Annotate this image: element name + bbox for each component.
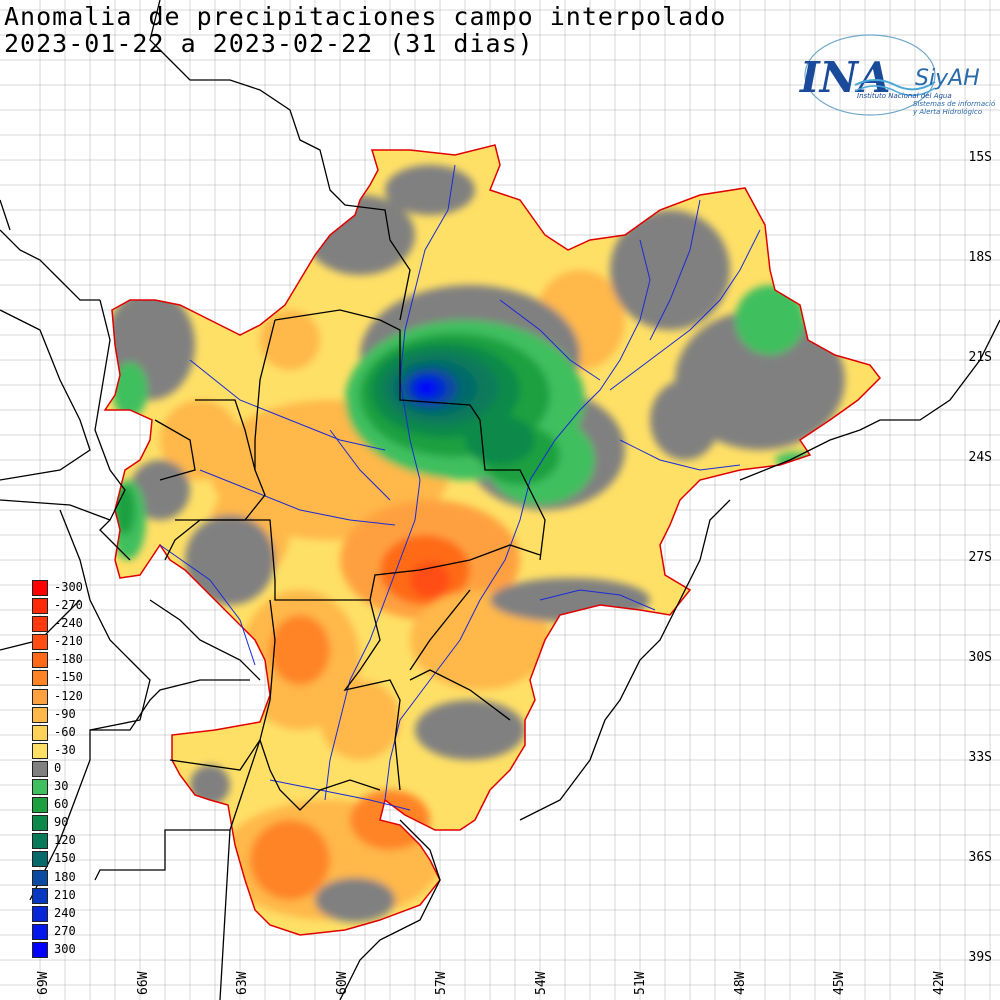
legend-swatch: [32, 670, 48, 687]
latitude-label: 21S: [968, 350, 992, 365]
longitude-label: 66W: [135, 971, 151, 995]
longitude-label: 48W: [732, 971, 748, 995]
river-network: [159, 164, 761, 811]
ina-logo-graphic: INA SiyAH Instituto Nacional del Agua Si…: [799, 34, 1000, 116]
legend-swatch: [32, 742, 48, 759]
latitude-label: 24S: [968, 450, 992, 465]
legend-swatch: [32, 815, 48, 832]
longitude-label: 63W: [235, 971, 250, 995]
legend-swatch: [32, 797, 48, 814]
legend-swatch: [32, 887, 48, 904]
legend-swatch: [32, 923, 48, 940]
latitude-label: 27S: [968, 550, 992, 565]
latitude-label: 39S: [968, 950, 992, 965]
longitude-label: 42W: [931, 971, 947, 995]
legend-label: -210: [54, 634, 83, 649]
map-title: Anomalia de precipitaciones campo interp…: [4, 2, 727, 31]
legend-label: -300: [54, 580, 83, 594]
latitude-label: 18S: [968, 250, 992, 265]
legend-label: 150: [54, 851, 76, 866]
latitude-label: 15S: [968, 150, 992, 165]
legend-swatch: [32, 779, 48, 796]
longitude-label: 51W: [633, 971, 648, 995]
svg-text:y Alerta Hidrológico: y Alerta Hidrológico: [912, 108, 982, 116]
svg-text:SiyAH: SiyAH: [915, 66, 980, 91]
legend-label: -240: [54, 616, 83, 631]
legend-label: 0: [54, 760, 62, 775]
svg-text:Instituto Nacional del Agua: Instituto Nacional del Agua: [857, 92, 952, 100]
ina-siyah-logo: INA SiyAH Instituto Nacional del Agua Si…: [795, 30, 1000, 130]
svg-text:INA: INA: [799, 53, 891, 102]
longitude-label: 54W: [533, 971, 549, 995]
longitude-label: 57W: [434, 971, 449, 995]
legend-swatch: [32, 760, 48, 777]
legend-swatch: [32, 706, 48, 723]
legend-swatch: [32, 598, 48, 615]
legend-swatch: [32, 652, 48, 669]
legend-label: -180: [54, 652, 83, 667]
legend-label: -120: [54, 688, 83, 703]
legend-label: 240: [54, 905, 76, 920]
legend-label: 180: [54, 869, 76, 884]
legend-swatch: [32, 724, 48, 741]
legend-swatch: [32, 634, 48, 651]
legend-label: 30: [54, 779, 69, 794]
legend-swatch: [32, 851, 48, 868]
svg-text:Sistemas de información: Sistemas de información: [913, 100, 995, 108]
latitude-label: 33S: [968, 750, 992, 765]
latitude-label: 36S: [968, 850, 992, 865]
legend-swatch: [32, 941, 48, 958]
legend-swatch: [32, 869, 48, 886]
legend-label: 120: [54, 833, 76, 848]
legend-label: 270: [54, 923, 76, 938]
longitude-label: 69W: [36, 971, 51, 995]
legend-swatch: [32, 833, 48, 850]
legend-label: 60: [54, 797, 69, 812]
legend-swatch: [32, 616, 48, 633]
legend-label: 90: [54, 815, 69, 830]
map-period: 2023-01-22 a 2023-02-22 (31 dias): [4, 29, 534, 58]
legend-label: -60: [54, 724, 76, 739]
legend-swatch: [32, 688, 48, 705]
legend-label: -270: [54, 598, 83, 613]
legend-label: -90: [54, 706, 76, 721]
longitude-label: 45W: [832, 971, 847, 995]
legend-swatch: [32, 905, 48, 922]
legend-label: 300: [54, 941, 76, 956]
longitude-label: 60W: [334, 971, 350, 995]
legend-label: -30: [54, 742, 76, 757]
latitude-label: 30S: [968, 650, 992, 665]
legend-swatch: [32, 580, 48, 596]
legend-label: -150: [54, 670, 83, 685]
legend-label: 210: [54, 887, 76, 902]
